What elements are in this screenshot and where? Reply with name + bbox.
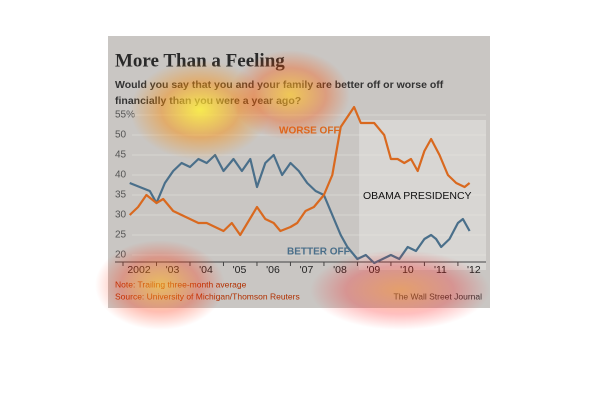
y-tick-label: 35	[115, 190, 127, 201]
x-tick-label: '08	[333, 264, 347, 276]
x-tick-label: '03	[166, 264, 180, 276]
x-tick-label: '11	[434, 264, 447, 276]
x-tick-label: '10	[400, 264, 414, 276]
annotation: BETTER OFF	[287, 247, 350, 258]
y-tick-label: 25	[115, 230, 127, 241]
x-tick-label: '05	[233, 264, 247, 276]
x-tick-label: '12	[467, 264, 481, 276]
annotation: WORSE OFF	[279, 126, 340, 137]
note: Note: Trailing three-month average	[115, 279, 247, 289]
y-tick-label: 55%	[115, 110, 135, 121]
y-tick-label: 20	[115, 250, 127, 261]
annotation: OBAMA PRESIDENCY	[363, 190, 472, 202]
y-tick-label: 50	[115, 130, 127, 141]
chart-title: More Than a Feeling	[115, 50, 285, 71]
series-line	[128, 105, 471, 237]
source: Source: University of Michigan/Thomson R…	[115, 291, 300, 301]
x-tick-label: 2002	[127, 264, 151, 276]
series-line	[129, 153, 471, 265]
x-tick-label: '09	[367, 264, 381, 276]
x-tick-label: '06	[266, 264, 280, 276]
y-tick-label: 40	[115, 170, 127, 181]
credit: The Wall Street Journal	[394, 291, 483, 301]
y-tick-label: 45	[115, 150, 127, 161]
y-tick-label: 30	[115, 210, 127, 221]
x-tick-label: '07	[300, 264, 314, 276]
x-tick-label: '04	[199, 264, 213, 276]
